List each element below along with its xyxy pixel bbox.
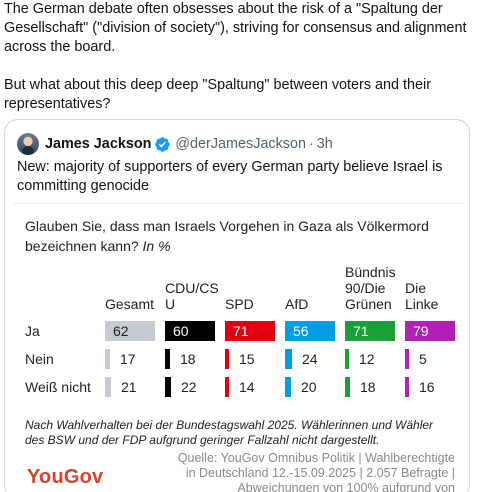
author-name[interactable]: James Jackson (45, 136, 152, 152)
post-paragraph-1: The German debate often obsesses about t… (4, 1, 467, 55)
value-bar (285, 377, 291, 397)
value-label: 12 (359, 351, 375, 367)
column-header: Die Linke (405, 280, 439, 312)
value-label: 16 (419, 379, 435, 395)
quoted-post-text: New: majority of supporters of every Ger… (17, 159, 443, 194)
separator-dot: · (309, 136, 314, 152)
value-bar (165, 377, 171, 397)
quoted-post-card[interactable]: James Jackson @derJamesJackson · 3h New:… (4, 119, 470, 492)
chart-title: Glauben Sie, dass man Israels Vorgehen i… (25, 216, 455, 256)
column-header: CDU/CS U (165, 280, 219, 312)
value-bar (345, 349, 349, 369)
value-label: 71 (233, 323, 249, 339)
table-cell: 16 (405, 377, 455, 397)
value-bar (165, 349, 170, 369)
chart-footnote: Nach Wahlverhalten bei der Bundestagswah… (25, 418, 434, 447)
value-label: 79 (413, 323, 429, 339)
value-bar (105, 349, 110, 369)
table-cell: 18 (345, 377, 395, 397)
table-cell: 56 (285, 321, 335, 341)
value-bar (105, 321, 155, 341)
row-label: Nein (25, 351, 54, 367)
post-paragraph-2: But what about this deep deep "Spaltung"… (4, 77, 432, 112)
row-label: Ja (25, 323, 40, 339)
value-bar (405, 377, 409, 397)
value-bar (225, 377, 229, 397)
column-header: SPD (225, 296, 254, 312)
value-label: 71 (353, 323, 369, 339)
column-header: AfD (285, 296, 309, 312)
value-label: 18 (360, 379, 376, 395)
chart-question-text: Glauben Sie, dass man Israels Vorgehen i… (25, 218, 429, 254)
table-cell: 12 (345, 349, 395, 369)
table-cell: 5 (405, 349, 455, 369)
table-cell: 15 (225, 349, 275, 369)
value-label: 14 (239, 379, 255, 395)
quoted-post-header: James Jackson @derJamesJackson · 3h (17, 133, 333, 155)
column-header: Bündnis 90/Die Grünen (345, 264, 396, 312)
value-label: 17 (120, 351, 136, 367)
table-cell: 14 (225, 377, 275, 397)
value-label: 22 (181, 379, 197, 395)
value-label: 62 (113, 323, 129, 339)
table-cell: 24 (285, 349, 335, 369)
value-bar (165, 321, 215, 341)
value-bar (285, 321, 335, 341)
table-cell: 21 (105, 377, 155, 397)
chart-unit: In % (142, 238, 171, 254)
value-label: 56 (293, 323, 309, 339)
value-label: 5 (419, 351, 427, 367)
table-cell: 71 (345, 321, 395, 341)
value-label: 21 (121, 379, 137, 395)
table-cell: 62 (105, 321, 155, 341)
row-label: Weiß nicht (25, 379, 91, 395)
table-cell: 71 (225, 321, 275, 341)
table-cell: 17 (105, 349, 155, 369)
value-bar (405, 321, 455, 341)
table-cell: 20 (285, 377, 335, 397)
value-label: 18 (180, 351, 196, 367)
table-cell: 60 (165, 321, 215, 341)
value-bar (405, 349, 409, 369)
author-handle[interactable]: @derJamesJackson (175, 136, 306, 152)
value-label: 24 (302, 351, 318, 367)
avatar[interactable] (17, 133, 39, 155)
value-bar (225, 321, 275, 341)
verified-badge-icon (155, 136, 171, 152)
value-bar (285, 349, 292, 369)
value-bar (345, 377, 350, 397)
table-cell: 22 (165, 377, 215, 397)
value-bar (105, 377, 111, 397)
table-cell: 18 (165, 349, 215, 369)
chart-source: Quelle: YouGov Omnibus Politik | Wahlber… (177, 451, 455, 492)
value-bar (345, 321, 395, 341)
value-bar (225, 349, 229, 369)
value-label: 15 (239, 351, 255, 367)
column-header: Gesamt (105, 296, 155, 312)
value-label: 60 (173, 323, 189, 339)
table-cell: 79 (405, 321, 455, 341)
yougov-logo: YouGov (27, 466, 104, 488)
embedded-chart-image[interactable]: Glauben Sie, dass man Israels Vorgehen i… (13, 203, 463, 492)
post-time[interactable]: 3h (316, 136, 333, 152)
value-label: 20 (301, 379, 317, 395)
post-text: The German debate often obsesses about t… (4, 0, 476, 114)
